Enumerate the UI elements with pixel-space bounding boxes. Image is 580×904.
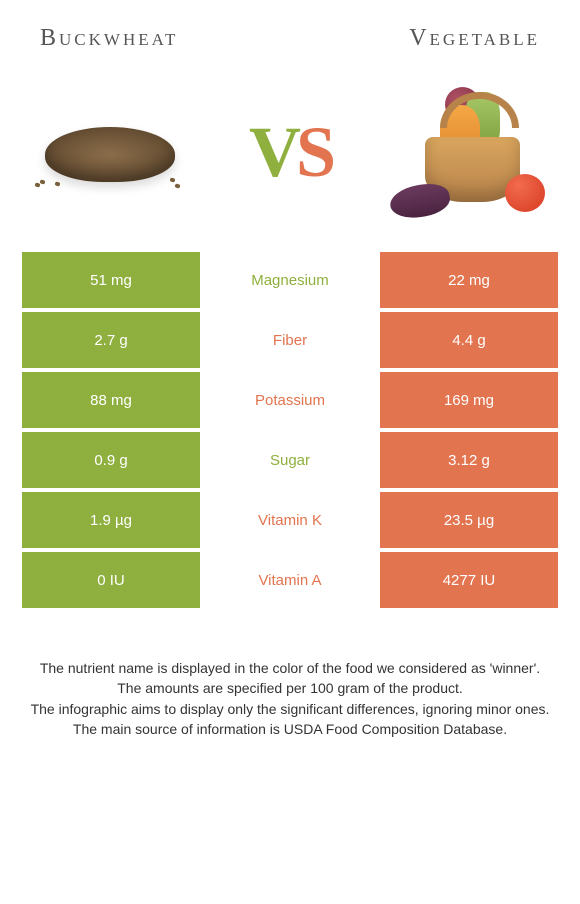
table-row: 2.7 gFiber4.4 g bbox=[22, 312, 558, 368]
table-row: 0 IUVitamin A4277 IU bbox=[22, 552, 558, 608]
nutrient-label: Vitamin K bbox=[200, 492, 380, 548]
value-left: 1.9 µg bbox=[22, 492, 200, 548]
value-right: 22 mg bbox=[380, 252, 558, 308]
vegetable-image bbox=[390, 92, 550, 212]
value-left: 0.9 g bbox=[22, 432, 200, 488]
value-right: 4.4 g bbox=[380, 312, 558, 368]
table-row: 88 mgPotassium169 mg bbox=[22, 372, 558, 428]
vs-s: S bbox=[296, 112, 331, 192]
value-right: 4277 IU bbox=[380, 552, 558, 608]
footer-notes: The nutrient name is displayed in the co… bbox=[0, 658, 580, 739]
value-left: 2.7 g bbox=[22, 312, 200, 368]
nutrient-label: Sugar bbox=[200, 432, 380, 488]
images-row: VS bbox=[0, 62, 580, 242]
value-left: 51 mg bbox=[22, 252, 200, 308]
comparison-table: 51 mgMagnesium22 mg2.7 gFiber4.4 g88 mgP… bbox=[22, 252, 558, 608]
vs-v: V bbox=[249, 112, 296, 192]
nutrient-label: Fiber bbox=[200, 312, 380, 368]
value-right: 169 mg bbox=[380, 372, 558, 428]
footer-line: The amounts are specified per 100 gram o… bbox=[20, 678, 560, 698]
nutrient-label: Magnesium bbox=[200, 252, 380, 308]
value-right: 23.5 µg bbox=[380, 492, 558, 548]
footer-line: The nutrient name is displayed in the co… bbox=[20, 658, 560, 678]
table-row: 51 mgMagnesium22 mg bbox=[22, 252, 558, 308]
nutrient-label: Potassium bbox=[200, 372, 380, 428]
title-right: Vegetable bbox=[409, 25, 540, 52]
buckwheat-image bbox=[30, 92, 190, 212]
header: Buckwheat Vegetable bbox=[0, 0, 580, 62]
table-row: 0.9 gSugar3.12 g bbox=[22, 432, 558, 488]
value-left: 88 mg bbox=[22, 372, 200, 428]
nutrient-label: Vitamin A bbox=[200, 552, 380, 608]
vs-label: VS bbox=[249, 111, 331, 194]
footer-line: The infographic aims to display only the… bbox=[20, 699, 560, 719]
table-row: 1.9 µgVitamin K23.5 µg bbox=[22, 492, 558, 548]
value-left: 0 IU bbox=[22, 552, 200, 608]
title-left: Buckwheat bbox=[40, 25, 178, 52]
footer-line: The main source of information is USDA F… bbox=[20, 719, 560, 739]
value-right: 3.12 g bbox=[380, 432, 558, 488]
